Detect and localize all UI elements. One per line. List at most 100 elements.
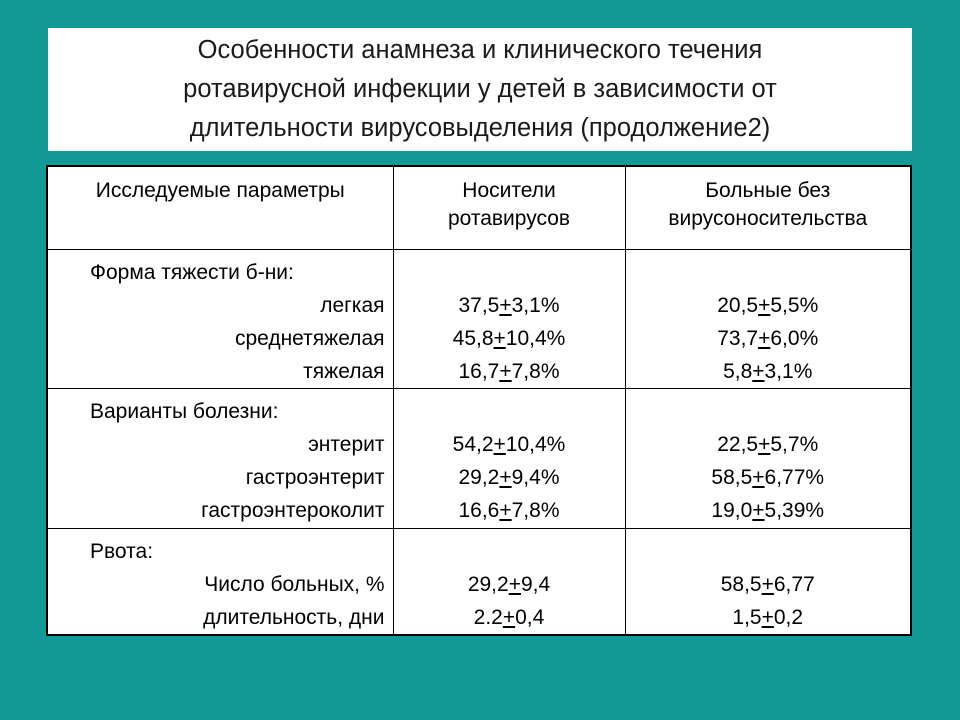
- plus-minus-sign: +: [758, 294, 771, 317]
- group-label: Варианты болезни:: [90, 400, 279, 424]
- plus-minus-sign: +: [752, 499, 765, 523]
- table-header-row: Исследуемые параметры Носители ротавирус…: [48, 167, 910, 250]
- value-line: 54,2+10,4%: [394, 428, 625, 461]
- parameter-label: длительность, дни: [203, 605, 385, 629]
- plus-minus-sign: +: [502, 605, 516, 629]
- value-line: 2.2+0,4: [394, 601, 625, 634]
- mean-value: 73,7: [717, 327, 759, 350]
- spacer-line: [626, 535, 911, 568]
- value-line: 45,8+10,4%: [394, 322, 625, 355]
- mean-value: 2.2: [473, 605, 503, 629]
- error-value: 6,0%: [770, 327, 819, 350]
- plus-minus-sign: +: [752, 360, 765, 383]
- parameter-label: гастроэнтероколит: [201, 499, 385, 523]
- header-label: ротавирусов: [447, 207, 571, 230]
- parameters-cell: Форма тяжести б-ни: легкая среднетяжелая тя…: [48, 248, 394, 390]
- table-section-row: Форма тяжести б-ни: легкая среднетяжелая тя…: [48, 248, 911, 390]
- table-section-row: Варианты болезни: энтерит гастроэнтерит гас…: [48, 388, 911, 529]
- header-label: Исследуемые параметры: [95, 179, 345, 202]
- plus-minus-sign: +: [752, 466, 765, 490]
- value-line: 19,0+5,39%: [626, 494, 911, 527]
- carriers-cell: 37,5+3,1% 45,8+10,4% 16,7+7,8%: [392, 248, 626, 390]
- mean-value: 29,2: [467, 572, 509, 596]
- error-value: 9,4%: [511, 466, 560, 490]
- title-line: Особенности анамнеза и клинического тече…: [197, 36, 763, 64]
- carriers-cell: 29,2+9,4 2.2+0,4: [392, 527, 626, 634]
- header-label: вирусоносительства: [668, 207, 868, 230]
- value-line: 58,5+6,77%: [626, 461, 911, 494]
- spacer-line: [626, 395, 911, 428]
- value-line: 29,2+9,4: [394, 568, 625, 601]
- mean-value: 45,8: [452, 327, 494, 350]
- mean-value: 58,5: [720, 572, 762, 596]
- carriers-cell: 54,2+10,4% 29,2+9,4% 16,6+7,8%: [392, 388, 626, 529]
- plus-minus-sign: +: [493, 433, 506, 457]
- mean-value: 58,5: [711, 466, 753, 490]
- error-value: 5,39%: [764, 499, 825, 523]
- spacer-line: [394, 395, 625, 428]
- parameter-label: энтерит: [308, 433, 385, 457]
- plus-minus-sign: +: [761, 572, 774, 596]
- error-value: 6,77%: [764, 466, 825, 490]
- plus-minus-sign: +: [499, 466, 512, 490]
- value-line: 58,5+6,77: [626, 568, 911, 601]
- error-value: 5,5%: [770, 294, 819, 317]
- plus-minus-sign: +: [758, 327, 771, 350]
- error-value: 10,4%: [505, 327, 566, 350]
- spacer-line: [394, 535, 625, 568]
- mean-value: 16,7: [458, 360, 500, 383]
- non-carriers-cell: 58,5+6,77 1,5+0,2: [624, 527, 911, 634]
- error-value: 0,4: [515, 605, 545, 629]
- header-label: Больные без: [705, 179, 831, 202]
- value-line: 37,5+3,1%: [394, 289, 625, 322]
- mean-value: 1,5: [732, 605, 762, 629]
- title-line: ротавирусной инфекции у детей в зависимо…: [183, 75, 777, 103]
- mean-value: 20,5: [717, 294, 759, 317]
- value-line: 22,5+5,7%: [626, 428, 911, 461]
- mean-value: 5,8: [723, 360, 753, 383]
- parameter-label: Число больных, %: [204, 572, 385, 596]
- parameter-label: легкая: [320, 294, 385, 317]
- spacer-line: [626, 256, 911, 289]
- group-label: Рвота:: [90, 539, 154, 563]
- parameter-label: среднетяжелая: [234, 327, 385, 350]
- error-value: 10,4%: [505, 433, 566, 457]
- non-carriers-cell: 20,5+5,5% 73,7+6,0% 5,8+3,1%: [624, 248, 911, 390]
- mean-value: 54,2: [452, 433, 494, 457]
- header-parameters: Исследуемые параметры: [48, 167, 394, 250]
- mean-value: 19,0: [711, 499, 753, 523]
- parameters-cell: Рвота: Число больных, % длительность, дни: [48, 527, 394, 634]
- error-value: 7,8%: [511, 360, 560, 383]
- error-value: 9,4: [520, 572, 551, 596]
- error-value: 3,1%: [764, 360, 813, 383]
- value-line: 20,5+5,5%: [626, 289, 911, 322]
- plus-minus-sign: +: [508, 572, 521, 596]
- slide-title-box: Особенности анамнеза и клинического тече…: [48, 28, 912, 151]
- plus-minus-sign: +: [499, 360, 512, 383]
- parameters-cell: Варианты болезни: энтерит гастроэнтерит гас…: [48, 388, 394, 529]
- non-carriers-cell: 22,5+5,7% 58,5+6,77% 19,0+5,39%: [624, 388, 911, 529]
- error-value: 3,1%: [511, 294, 560, 317]
- slide-title: Особенности анамнеза и клинического тече…: [183, 31, 777, 148]
- value-line: 29,2+9,4%: [394, 461, 625, 494]
- plus-minus-sign: +: [499, 294, 512, 317]
- header-label: Носители: [462, 179, 556, 202]
- parameter-label: тяжелая: [303, 360, 385, 383]
- title-line: длительности вирусовыделения (продолжени…: [189, 114, 771, 142]
- value-line: 5,8+3,1%: [626, 355, 911, 388]
- error-value: 5,7%: [770, 433, 819, 457]
- error-value: 6,77: [773, 572, 815, 596]
- data-table: Исследуемые параметры Носители ротавирус…: [48, 167, 910, 634]
- plus-minus-sign: +: [493, 327, 506, 350]
- value-line: 1,5+0,2: [626, 601, 911, 634]
- plus-minus-sign: +: [761, 605, 774, 629]
- header-non-carriers: Больные без вирусоносительства: [624, 167, 910, 250]
- mean-value: 22,5: [717, 433, 759, 457]
- group-label: Форма тяжести б-ни:: [90, 261, 294, 284]
- error-value: 7,8%: [511, 499, 560, 523]
- value-line: 16,6+7,8%: [394, 494, 625, 527]
- table-section-row: Рвота: Число больных, % длительность, дни 2…: [48, 527, 911, 634]
- plus-minus-sign: +: [758, 433, 771, 457]
- table-body: Форма тяжести б-ни: легкая среднетяжелая тя…: [48, 248, 911, 634]
- mean-value: 16,6: [458, 499, 500, 523]
